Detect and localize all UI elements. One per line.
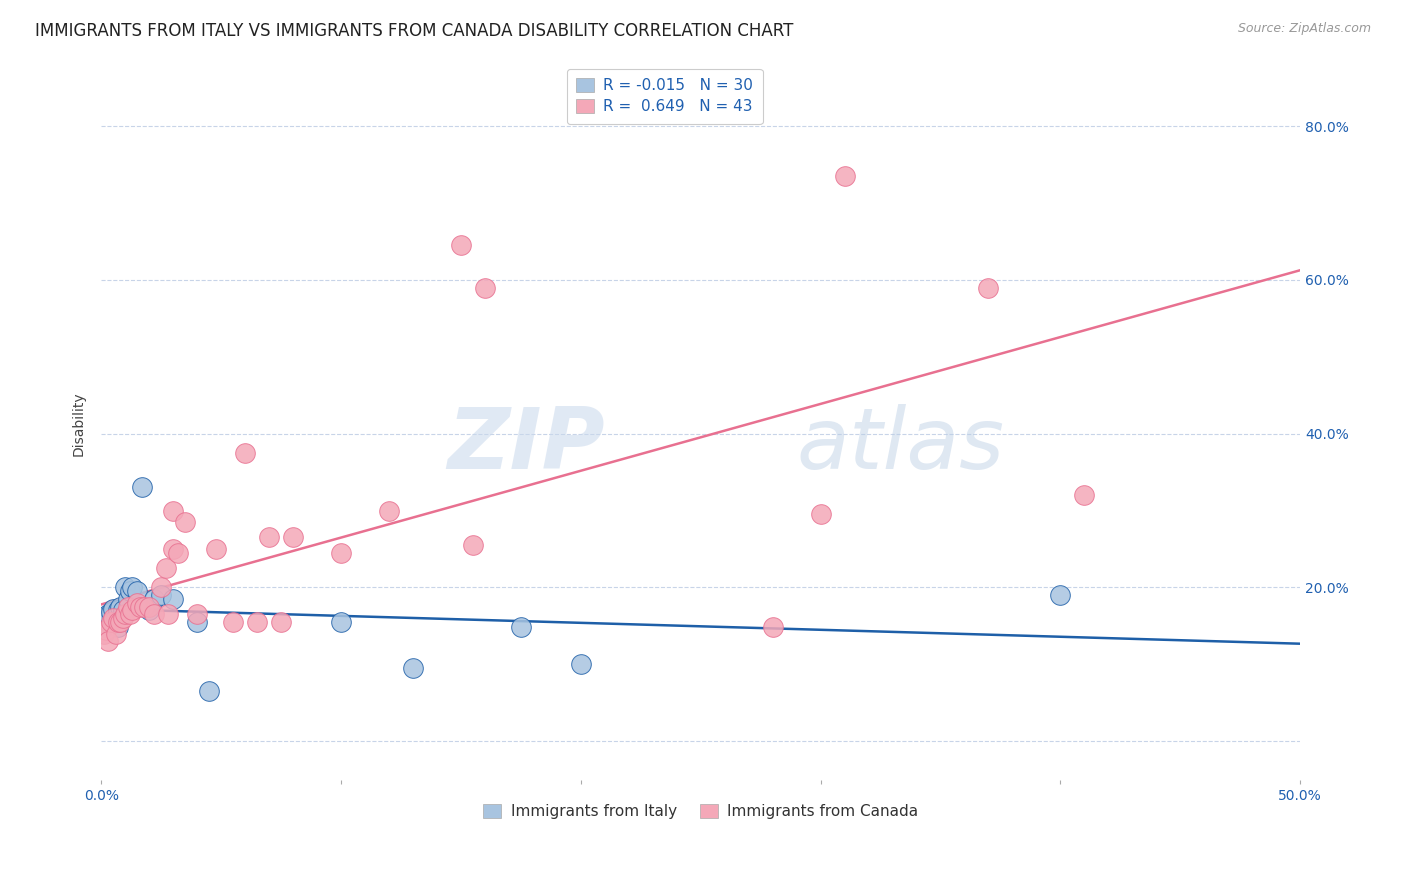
Point	[162, 541, 184, 556]
Point	[127, 584, 149, 599]
Text: Source: ZipAtlas.com: Source: ZipAtlas.com	[1237, 22, 1371, 36]
Point	[127, 596, 149, 610]
Point	[167, 546, 190, 560]
Point	[761, 620, 783, 634]
Point	[114, 607, 136, 622]
Legend: Immigrants from Italy, Immigrants from Canada: Immigrants from Italy, Immigrants from C…	[477, 798, 924, 825]
Point	[402, 661, 425, 675]
Point	[150, 588, 173, 602]
Point	[93, 620, 115, 634]
Point	[97, 634, 120, 648]
Point	[107, 615, 129, 629]
Point	[110, 599, 132, 614]
Point	[450, 238, 472, 252]
Text: ZIP: ZIP	[447, 404, 605, 487]
Point	[281, 531, 304, 545]
Point	[330, 615, 353, 629]
Point	[155, 561, 177, 575]
Point	[93, 626, 115, 640]
Point	[131, 481, 153, 495]
Point	[162, 503, 184, 517]
Point	[150, 581, 173, 595]
Point	[569, 657, 592, 672]
Point	[118, 607, 141, 622]
Point	[1073, 488, 1095, 502]
Point	[461, 538, 484, 552]
Point	[138, 599, 160, 614]
Point	[111, 611, 134, 625]
Point	[1049, 588, 1071, 602]
Y-axis label: Disability: Disability	[72, 392, 86, 457]
Point	[128, 599, 150, 614]
Point	[162, 591, 184, 606]
Point	[107, 620, 129, 634]
Point	[94, 617, 117, 632]
Point	[100, 615, 122, 629]
Point	[134, 599, 156, 614]
Point	[103, 602, 125, 616]
Text: atlas: atlas	[797, 404, 1004, 487]
Point	[100, 605, 122, 619]
Point	[121, 603, 143, 617]
Point	[104, 626, 127, 640]
Point	[174, 515, 197, 529]
Point	[810, 508, 832, 522]
Point	[94, 611, 117, 625]
Point	[143, 607, 166, 622]
Point	[198, 684, 221, 698]
Point	[97, 607, 120, 622]
Point	[118, 584, 141, 599]
Point	[977, 280, 1000, 294]
Point	[257, 531, 280, 545]
Point	[104, 611, 127, 625]
Point	[110, 615, 132, 629]
Point	[222, 615, 245, 629]
Point	[121, 581, 143, 595]
Point	[143, 591, 166, 606]
Point	[509, 620, 531, 634]
Point	[114, 581, 136, 595]
Point	[246, 615, 269, 629]
Point	[107, 603, 129, 617]
Point	[117, 599, 139, 614]
Point	[834, 169, 856, 183]
Point	[138, 603, 160, 617]
Point	[117, 591, 139, 606]
Point	[378, 503, 401, 517]
Point	[103, 615, 125, 629]
Point	[111, 603, 134, 617]
Point	[474, 280, 496, 294]
Point	[233, 446, 256, 460]
Point	[97, 615, 120, 629]
Text: IMMIGRANTS FROM ITALY VS IMMIGRANTS FROM CANADA DISABILITY CORRELATION CHART: IMMIGRANTS FROM ITALY VS IMMIGRANTS FROM…	[35, 22, 793, 40]
Point	[94, 623, 117, 637]
Point	[270, 615, 292, 629]
Point	[157, 607, 180, 622]
Point	[330, 546, 353, 560]
Point	[205, 541, 228, 556]
Point	[186, 615, 208, 629]
Point	[186, 607, 208, 622]
Point	[103, 611, 125, 625]
